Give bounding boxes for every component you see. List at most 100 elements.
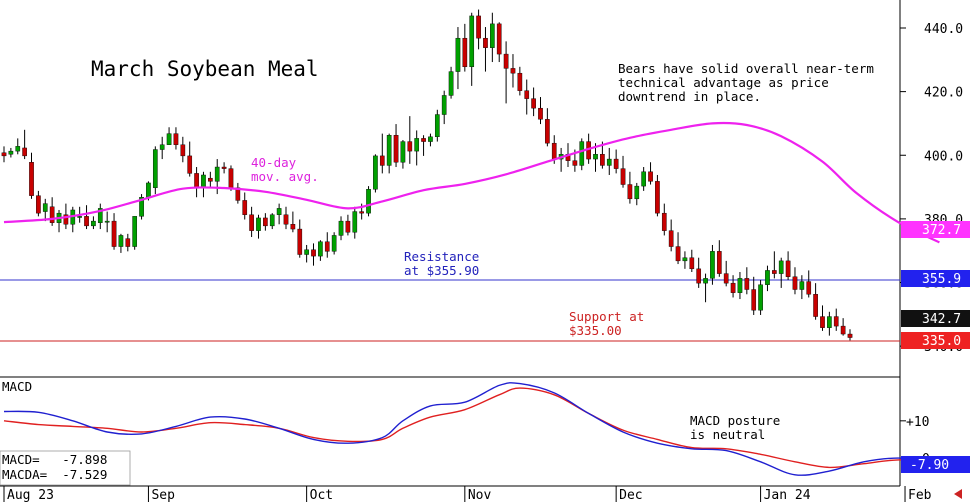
candle: [428, 133, 433, 147]
candle-body: [214, 166, 220, 182]
candle-body: [806, 281, 812, 295]
candle-body: [772, 270, 777, 274]
candle-body: [297, 228, 303, 255]
candle-body: [36, 195, 41, 214]
candle: [407, 116, 413, 164]
candle: [379, 133, 385, 174]
candle-body: [606, 158, 612, 166]
candle-body: [63, 214, 69, 225]
candle-body: [545, 119, 550, 144]
candle: [159, 136, 165, 160]
candle-body: [324, 241, 330, 252]
candle: [806, 270, 812, 298]
candle: [318, 240, 323, 261]
candle-body: [510, 68, 516, 74]
support-value-box: [901, 332, 970, 349]
candle: [97, 203, 103, 230]
candle-body: [91, 220, 96, 227]
candle: [1, 146, 7, 163]
candle-body: [716, 251, 722, 274]
candle-body: [166, 133, 172, 145]
candle-body: [29, 162, 34, 196]
candle: [710, 244, 715, 285]
candle-body: [208, 177, 213, 182]
scroll-left-arrow-icon[interactable]: [954, 489, 962, 499]
candle: [696, 257, 702, 288]
candle-body: [400, 141, 406, 163]
candle-body: [434, 114, 440, 138]
candle: [510, 54, 516, 88]
candle-body: [813, 294, 818, 317]
candle-body: [799, 281, 805, 290]
candle: [434, 109, 440, 142]
ma-annotation-line2: mov. avg.: [251, 169, 319, 184]
candle-body: [496, 23, 502, 55]
candle-body: [180, 144, 186, 157]
candle-body: [613, 158, 619, 169]
macd-readout: MACD= -7.898: [2, 452, 107, 467]
candle-body: [703, 278, 708, 284]
candle: [29, 152, 34, 199]
candle-body: [655, 181, 660, 214]
candle: [386, 133, 392, 174]
candle: [455, 27, 461, 90]
candle: [297, 219, 303, 258]
candle-body: [765, 270, 770, 285]
candle-body: [675, 246, 681, 262]
candle-body: [455, 37, 461, 72]
candle-body: [77, 216, 82, 218]
price-tick-label: 400.0: [924, 149, 963, 164]
candle-body: [111, 220, 117, 247]
candle: [338, 216, 344, 241]
time-tick-label: Aug 23: [7, 488, 54, 502]
candle-body: [318, 241, 323, 257]
candle: [290, 211, 296, 233]
candle: [228, 165, 234, 191]
candle-body: [345, 220, 351, 233]
candle-body: [634, 185, 640, 200]
candle: [393, 124, 399, 168]
chart-title: March Soybean Meal: [91, 57, 319, 81]
candle-body: [84, 216, 89, 227]
candle-body: [132, 216, 138, 247]
macda-line: [3, 387, 940, 469]
candle: [723, 260, 729, 287]
candle: [517, 66, 523, 96]
candle-body: [304, 249, 309, 255]
candle-body: [710, 251, 715, 279]
candle-body: [696, 268, 702, 284]
candle-body: [682, 257, 688, 262]
candle-body: [8, 150, 14, 155]
candle: [373, 154, 378, 193]
candle: [173, 127, 179, 150]
candle: [269, 213, 275, 230]
candle: [772, 251, 777, 279]
time-tick-label: Feb: [908, 488, 932, 502]
candle: [641, 167, 646, 191]
candle-body: [249, 214, 254, 231]
candle-body: [152, 149, 158, 188]
candle: [606, 147, 612, 175]
last-price-label: 342.7: [922, 312, 961, 327]
support-value-label: 335.0: [922, 334, 961, 349]
candle: [655, 174, 660, 217]
candle: [22, 129, 27, 160]
macd-annotation-line1: MACD posture: [690, 413, 780, 428]
candle-body: [531, 98, 536, 109]
macd-readout-box: [0, 450, 131, 486]
candle-body: [256, 217, 261, 231]
candle: [462, 23, 468, 72]
macd-panel-label: MACD: [2, 379, 32, 394]
ma-annotation-line1: 40-day: [251, 155, 297, 170]
candle-body: [593, 154, 598, 160]
candle-body: [490, 23, 495, 48]
candle: [524, 79, 530, 115]
candle: [765, 265, 770, 292]
candle-body: [792, 276, 798, 290]
candle-body: [331, 235, 337, 252]
candle-body: [448, 71, 454, 96]
candle-body: [730, 282, 736, 293]
macd-value-label: -7.90: [910, 458, 949, 473]
candle-body: [758, 284, 763, 311]
candle: [180, 136, 186, 163]
